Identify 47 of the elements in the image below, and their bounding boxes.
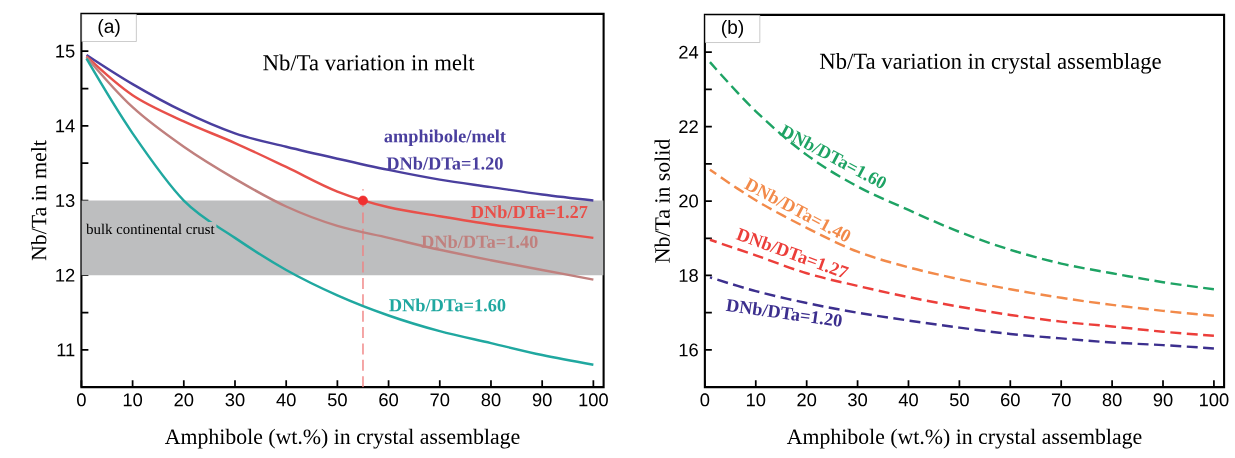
- y-tick-label: 11: [57, 343, 75, 357]
- x-axis-title: Amphibole (wt.%) in crystal assemblage: [786, 428, 1142, 449]
- x-tick-label: 30: [848, 393, 868, 407]
- annotation: (b): [721, 20, 744, 38]
- x-tick-label: 60: [1001, 393, 1020, 407]
- series-label: DNb/DTa=1.27: [471, 205, 588, 219]
- text: DNb/DTa=1.20: [725, 299, 842, 327]
- x-tick-label: 80: [1102, 393, 1122, 407]
- x-tick-label: 90: [532, 393, 552, 407]
- x-tick-label: 90: [1153, 393, 1173, 407]
- series-label: DNb/DTa=1.20: [386, 156, 503, 170]
- x-tick-label: 10: [123, 393, 143, 407]
- x-tick-label: 40: [898, 393, 918, 407]
- series-label: DNb/DTa=1.40: [421, 235, 538, 249]
- y-tick-label: 12: [56, 268, 75, 282]
- x-tick-label: 0: [77, 393, 86, 407]
- annotation: amphibole/melt: [384, 129, 506, 147]
- band-label: bulk continental crust: [86, 223, 215, 235]
- x-tick-label: 30: [225, 393, 245, 407]
- x-tick-label: 10: [746, 393, 766, 407]
- x-tick-label: 50: [327, 393, 347, 407]
- series-label: DNb/DTa=1.60: [389, 298, 506, 312]
- y-tick-label: 18: [679, 269, 698, 283]
- text: Nb/Ta variation in crystal assemblage: [819, 53, 1161, 74]
- y-tick-label: 22: [679, 120, 698, 134]
- annotation: (a): [98, 19, 120, 37]
- x-tick-label: 20: [797, 393, 817, 407]
- x-tick-label: 70: [1051, 393, 1071, 407]
- y-tick-label: 16: [679, 343, 698, 357]
- y-axis-title: Nb/Ta in melt: [31, 140, 47, 261]
- x-axis-title: Amphibole (wt.%) in crystal assemblage: [164, 428, 520, 449]
- y-axis-title: Nb/Ta in solid: [654, 139, 670, 263]
- x-tick-label: 0: [700, 393, 710, 407]
- text: Nb/Ta variation in melt: [263, 54, 475, 71]
- x-tick-label: 40: [276, 393, 296, 407]
- x-tick-label: 20: [174, 393, 194, 407]
- x-tick-label: 100: [1200, 393, 1229, 407]
- y-tick-label: 13: [56, 194, 75, 208]
- y-tick-label: 20: [679, 194, 698, 208]
- x-tick-label: 100: [579, 393, 608, 407]
- x-tick-label: 80: [481, 393, 501, 407]
- x-tick-label: 70: [430, 393, 450, 407]
- x-tick-label: 60: [379, 393, 399, 407]
- x-tick-label: 50: [949, 393, 969, 407]
- y-tick-label: 14: [56, 119, 75, 133]
- y-tick-label: 15: [56, 45, 75, 58]
- y-tick-label: 24: [679, 45, 699, 59]
